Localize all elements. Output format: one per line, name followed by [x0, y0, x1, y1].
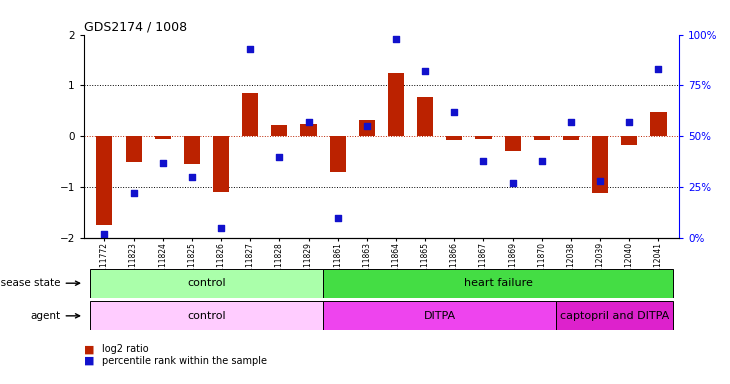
Bar — [301, 124, 317, 136]
Bar — [323, 301, 556, 330]
Text: heart failure: heart failure — [464, 278, 532, 288]
Text: GDS2174 / 1008: GDS2174 / 1008 — [84, 20, 187, 33]
Point — [186, 174, 198, 180]
Text: control: control — [187, 311, 226, 321]
Bar — [213, 136, 229, 192]
Bar — [184, 136, 200, 164]
Bar — [272, 125, 288, 136]
Bar — [96, 136, 112, 225]
Text: disease state: disease state — [0, 278, 80, 288]
Point — [653, 66, 664, 72]
Bar — [534, 136, 550, 141]
Bar — [359, 120, 375, 136]
Text: percentile rank within the sample: percentile rank within the sample — [102, 356, 267, 366]
Point — [448, 109, 460, 115]
Bar — [504, 136, 520, 151]
Bar — [90, 301, 323, 330]
Bar — [330, 136, 346, 172]
Text: log2 ratio: log2 ratio — [102, 344, 149, 354]
Text: DITPA: DITPA — [423, 311, 456, 321]
Bar — [155, 136, 171, 139]
Point — [507, 180, 518, 186]
Point — [361, 123, 373, 129]
Point — [128, 190, 139, 196]
Point — [419, 68, 431, 74]
Bar — [323, 269, 673, 298]
Point — [594, 178, 606, 184]
Bar — [556, 301, 673, 330]
Point — [274, 154, 285, 160]
Bar — [242, 93, 258, 136]
Point — [623, 119, 635, 125]
Text: captopril and DITPA: captopril and DITPA — [560, 311, 669, 321]
Bar — [621, 136, 637, 146]
Point — [565, 119, 577, 125]
Bar — [388, 73, 404, 136]
Bar — [650, 113, 666, 136]
Bar — [592, 136, 608, 193]
Point — [390, 36, 402, 42]
Point — [215, 225, 227, 231]
Bar — [475, 136, 491, 139]
Text: ■: ■ — [84, 344, 94, 354]
Bar — [446, 136, 462, 140]
Point — [332, 215, 344, 221]
Bar — [417, 97, 433, 136]
Point — [245, 46, 256, 52]
Point — [99, 231, 110, 237]
Point — [536, 158, 548, 164]
Point — [477, 158, 489, 164]
Text: control: control — [187, 278, 226, 288]
Text: ■: ■ — [84, 356, 94, 366]
Bar — [563, 136, 579, 141]
Point — [303, 119, 315, 125]
Bar — [126, 136, 142, 162]
Bar — [90, 269, 323, 298]
Point — [157, 160, 169, 166]
Text: agent: agent — [31, 311, 80, 321]
